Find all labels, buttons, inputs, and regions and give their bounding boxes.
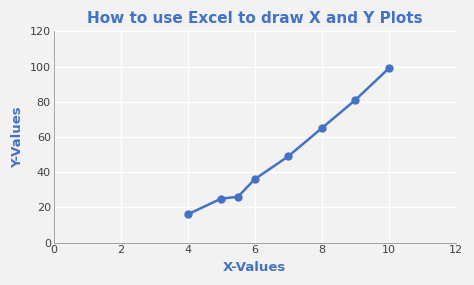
Title: How to use Excel to draw X and Y Plots: How to use Excel to draw X and Y Plots [87, 11, 422, 26]
X-axis label: X-Values: X-Values [223, 261, 286, 274]
Y-axis label: Y-Values: Y-Values [11, 106, 24, 168]
